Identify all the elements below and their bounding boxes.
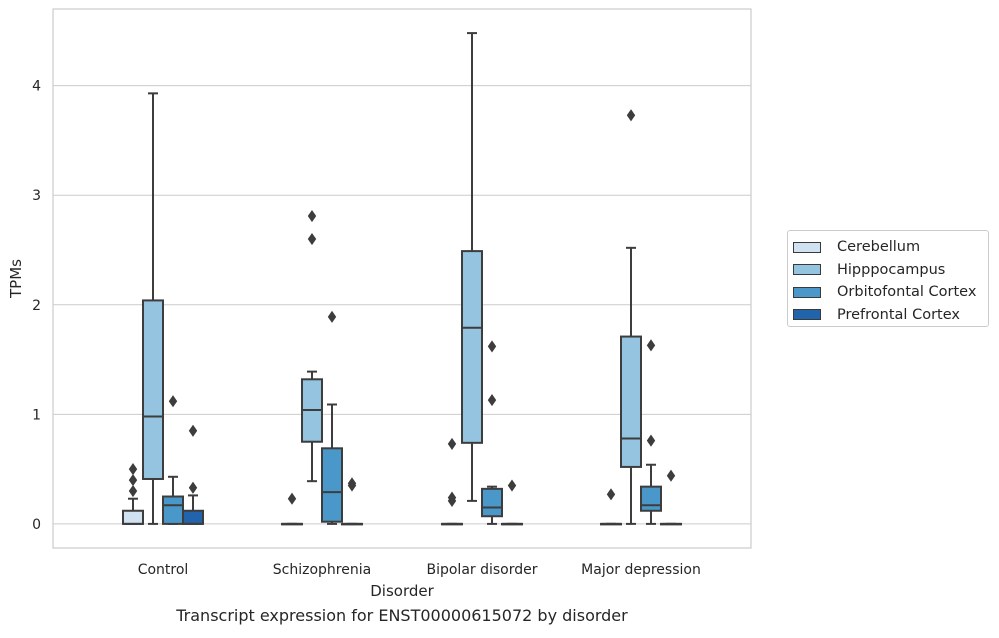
box [182,509,204,525]
x-tick-label: Bipolar disorder [426,562,537,578]
y-tick-label: 1 [32,407,41,423]
outlier-point [447,437,457,451]
legend-label-orbitofrontal: Orbitofontal Cortex [837,284,977,301]
outlier-point [307,209,317,223]
outlier-point [128,473,138,487]
legend-swatch-hippocampus [793,264,821,276]
outlier-point [447,491,457,504]
outlier-point [347,477,357,490]
outlier-point [307,232,317,246]
y-axis-label: TPMs [7,259,25,299]
outlier-point [646,434,656,447]
outlier-point [188,481,198,494]
legend-item-orbitofrontal: Orbitofontal Cortex [793,281,988,304]
x-tick-label: Major depression [581,562,701,578]
legend-label-cerebellum: Cerebellum [837,239,921,256]
y-tick-label: 3 [32,188,41,204]
outlier-point [128,484,138,498]
box [481,487,503,518]
outlier-point [666,469,676,482]
x-tick-label: Control [138,562,189,578]
outlier-point [646,339,656,352]
outlier-point [487,394,497,407]
box [620,335,642,468]
legend-item-prefrontal: Prefrontal Cortex [793,304,988,327]
y-tick-label: 0 [32,517,41,533]
outlier-point [626,109,636,122]
legend-swatch-prefrontal [793,309,821,321]
outlier-point [507,479,517,492]
y-tick-label: 4 [32,79,41,95]
outlier-point [327,310,337,323]
outlier-point [128,463,138,476]
x-tick-label: Schizophrenia [273,562,371,578]
x-axis-label: Disorder [370,582,434,600]
legend-label-hippocampus: Hipppocampus [837,261,946,278]
outlier-point [487,340,497,353]
legend-item-cerebellum: Cerebellum [793,236,988,259]
box [321,447,343,523]
outlier-point [287,492,297,505]
legend-item-hippocampus: Hipppocampus [793,259,988,282]
plot-frame [52,8,752,549]
legend-swatch-cerebellum [793,241,821,253]
box [122,509,144,525]
outlier-point [168,395,178,408]
box [461,250,483,444]
box [142,299,164,480]
y-tick-label: 2 [32,298,41,314]
outlier-point [188,424,198,437]
legend-swatch-orbitofrontal [793,286,821,298]
outlier-point [606,488,616,501]
box [162,495,184,525]
box [640,485,662,512]
legend: Cerebellum Hipppocampus Orbitofontal Cor… [787,230,989,327]
legend-label-prefrontal: Prefrontal Cortex [837,306,960,323]
figure-caption: Transcript expression for ENST0000061507… [176,606,628,625]
